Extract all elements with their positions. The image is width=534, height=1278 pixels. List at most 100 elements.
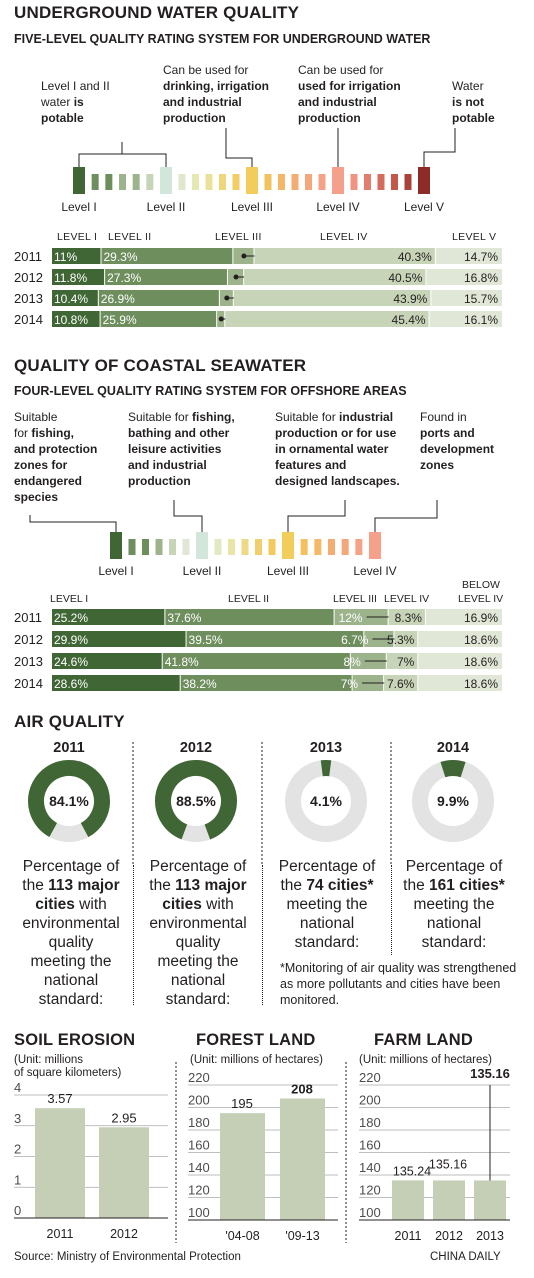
dotted-separator <box>262 865 263 1005</box>
donut-value-label: 88.5% <box>176 793 216 809</box>
scale-level-2 <box>160 167 172 194</box>
bar-label: 25.9% <box>103 313 137 327</box>
scale-segment <box>105 174 113 190</box>
bar-label: 7% <box>341 677 359 691</box>
scale-level-4 <box>332 167 344 194</box>
uw-desc-3: Can be used for used for irrigation and in… <box>298 62 423 126</box>
desc-text: Water <box>452 79 484 93</box>
scale-label: Level II <box>147 200 186 214</box>
scale-segment <box>255 539 262 555</box>
bar-label: 28.6% <box>54 677 88 691</box>
bar-label: 6.7% <box>341 633 369 647</box>
bar-label: 5.3% <box>387 633 415 647</box>
y-tick-label: 220 <box>188 1070 210 1085</box>
brand-credit: CHINA DAILY <box>430 1251 501 1263</box>
bar-segment <box>394 631 419 647</box>
scale-segment <box>377 174 385 190</box>
scale-segment <box>391 174 398 190</box>
scale-segment <box>119 174 126 190</box>
scale-label: Level III <box>231 200 273 214</box>
bar-label: 8.3% <box>395 611 423 625</box>
x-tick-label: 2011 <box>395 1229 422 1243</box>
row-year: 2013 <box>14 291 43 306</box>
uw-desc-2: Can be used for drinking, irrigation and i… <box>163 62 288 126</box>
land-bar <box>433 1180 465 1220</box>
y-tick-label: 180 <box>188 1115 210 1130</box>
bar-label: 7.6% <box>387 677 415 691</box>
row-year: 2013 <box>14 654 43 669</box>
bar-segment <box>52 269 106 285</box>
connector-line <box>374 500 438 532</box>
bar-segment <box>52 675 181 691</box>
desc-bold: is not <box>452 95 484 109</box>
y-tick-label: 100 <box>188 1205 210 1220</box>
scale-segment <box>355 539 363 555</box>
desc-text: environmental <box>149 915 247 932</box>
bar-label: 41.8% <box>165 655 199 669</box>
bar-segment <box>186 631 365 647</box>
table-header: LEVEL IV <box>458 593 503 605</box>
bar-label: 27.3% <box>107 271 141 285</box>
scale-label: Level I <box>98 564 133 578</box>
connector-line <box>78 153 167 167</box>
dotted-separator <box>133 865 134 1005</box>
desc-text: Found in <box>420 410 467 424</box>
desc-bold: and industrial <box>128 458 207 472</box>
scale-segment <box>219 174 226 190</box>
y-tick-label: 4 <box>14 1080 21 1095</box>
cs-desc-1-text: Suitable for fishing, and protection zones … <box>14 410 97 504</box>
scale-segment <box>300 539 308 555</box>
table-header: LEVEL I <box>57 231 97 243</box>
desc-bold: cities <box>35 896 75 913</box>
bar-label: 11% <box>54 250 77 264</box>
desc-bold: fishing, <box>192 410 235 424</box>
desc-text: with <box>74 896 107 913</box>
table-header: LEVEL III <box>333 593 377 605</box>
soil-unit: (Unit: millions of square kilometers) <box>14 1054 122 1079</box>
bar-label: 16.8% <box>464 271 498 285</box>
coastal-subtitle: FOUR-LEVEL QUALITY RATING SYSTEM FOR OFF… <box>14 384 407 398</box>
bar-label: 40.5% <box>388 271 422 285</box>
connector-line <box>423 128 456 167</box>
bar-segment <box>101 248 234 264</box>
y-tick-label: 140 <box>359 1160 381 1175</box>
desc-bold: production <box>128 474 191 488</box>
row-year: 2014 <box>14 676 43 691</box>
desc-bold: zones for <box>14 458 68 472</box>
air-desc-2014: Percentage of the 161 cities* meeting the n… <box>395 857 513 952</box>
bar-value-label: 135.16 <box>429 1157 467 1171</box>
bar-segment <box>435 248 502 264</box>
scale-segment <box>314 539 322 555</box>
desc-text: standard: <box>165 991 231 1008</box>
scale-segment <box>341 539 349 555</box>
air-year: 2011 <box>53 740 84 756</box>
desc-bold: endangered <box>14 474 83 488</box>
y-tick-label: 3 <box>14 1111 21 1126</box>
scale-segment <box>328 539 335 555</box>
donut-value-label: 4.1% <box>310 793 342 809</box>
scale-segment <box>142 539 149 555</box>
uw-desc-1: Level I and II water is potable <box>41 78 151 126</box>
connector-line <box>287 500 346 532</box>
bar-value-label: 2.95 <box>111 1110 136 1125</box>
donut-value-arc <box>285 760 367 842</box>
bar-segment <box>162 653 351 669</box>
bar-label: 26.9% <box>101 292 135 306</box>
scale-segment <box>350 174 358 190</box>
bar-segment <box>418 675 502 691</box>
desc-bold: is <box>73 95 84 109</box>
underground-subtitle: FIVE-LEVEL QUALITY RATING SYSTEM FOR UND… <box>14 32 431 46</box>
cs-desc-1: Suitable for fishing, and protection zones … <box>14 409 124 505</box>
scale-segment <box>278 174 285 190</box>
uw-desc-4: Water is not potable <box>452 78 532 126</box>
land-charts: 4 3 2 1 0 3.57 2011 2.95 2012 220 200 180 160 140 120 1… <box>14 1060 510 1243</box>
desc-bold: 74 cities* <box>306 877 374 894</box>
scale-segment <box>291 174 299 190</box>
desc-text: national <box>170 972 226 989</box>
air-donuts: 2011 84.1% 2012 88.5% 2013 4.1% 2014 9.9% <box>28 740 494 865</box>
donut-value-arc <box>412 759 494 842</box>
row-year: 2011 <box>14 610 42 625</box>
table-header: LEVEL II <box>228 593 269 605</box>
bar-segment <box>233 290 432 306</box>
air-year: 2013 <box>310 740 342 756</box>
